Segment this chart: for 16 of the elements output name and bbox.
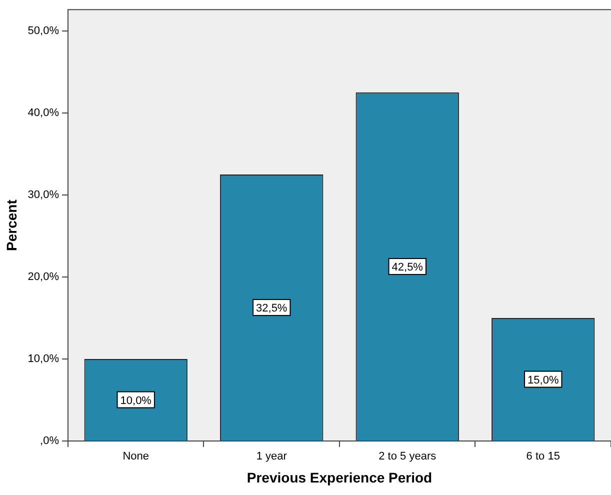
y-axis-title: Percent bbox=[3, 199, 20, 251]
y-tick-label: ,0% bbox=[40, 435, 60, 448]
x-tick-label: 1 year bbox=[256, 450, 288, 463]
x-tick-label: 6 to 15 bbox=[526, 450, 560, 463]
y-tick-label: 40,0% bbox=[28, 106, 60, 119]
data-label: 42,5% bbox=[392, 262, 424, 274]
x-tick-label: 2 to 5 years bbox=[378, 450, 437, 463]
y-tick-label: 20,0% bbox=[28, 271, 60, 283]
data-label: 10,0% bbox=[120, 394, 152, 407]
y-tick-label: 30,0% bbox=[28, 188, 60, 201]
x-tick-label: None bbox=[122, 450, 150, 463]
data-label: 15,0% bbox=[528, 374, 559, 386]
data-label: 32,5% bbox=[256, 302, 288, 315]
x-axis-title: Previous Experience Period bbox=[246, 469, 432, 486]
y-tick-label: 50,0% bbox=[28, 24, 60, 37]
y-tick-label: 10,0% bbox=[28, 353, 60, 366]
